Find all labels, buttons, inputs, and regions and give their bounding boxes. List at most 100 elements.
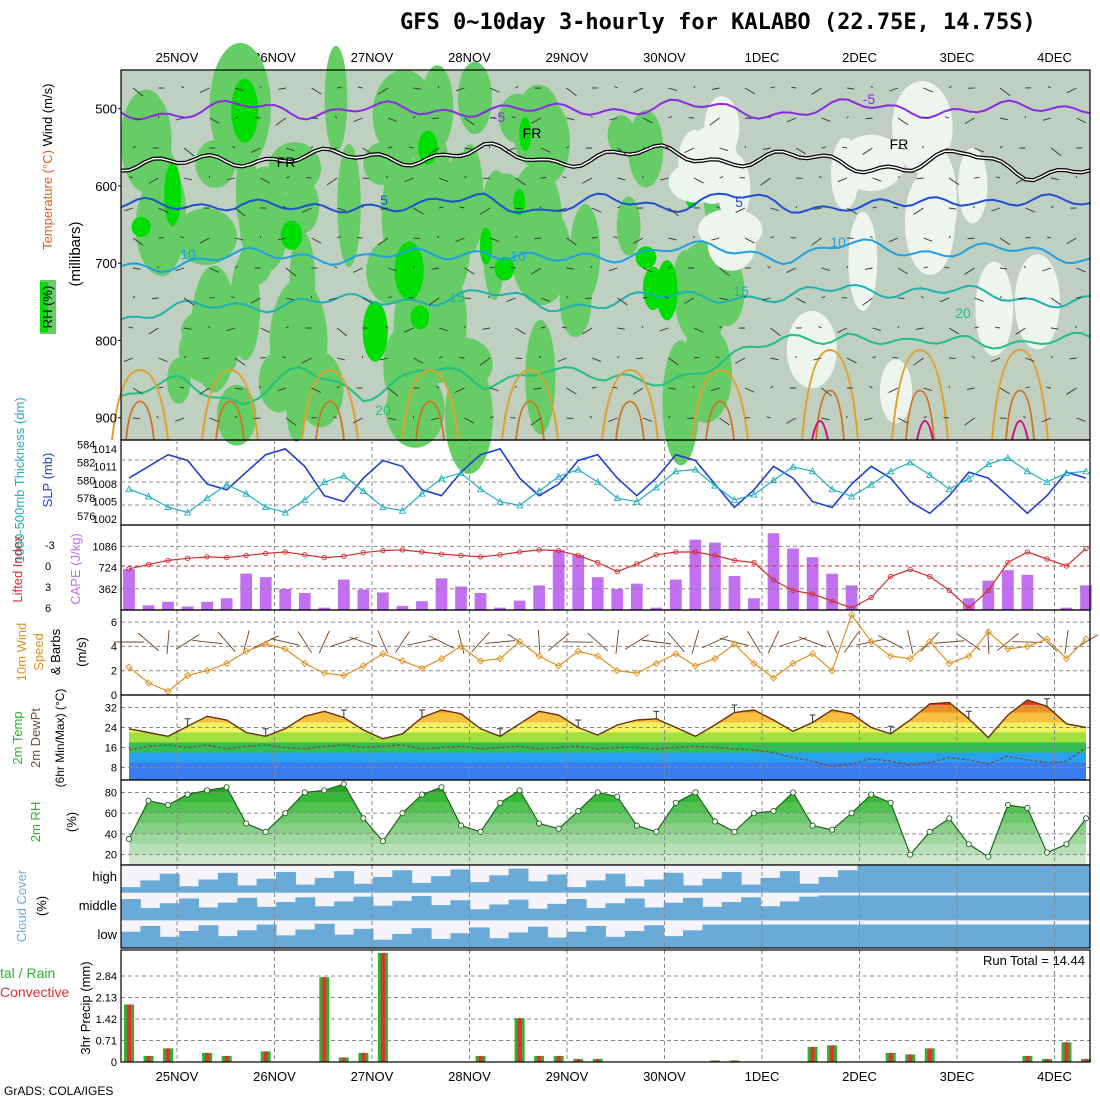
lifted-index-line	[129, 549, 1086, 609]
rh-point	[458, 823, 463, 828]
wind-barb-10m	[298, 631, 312, 652]
cloud-cell	[1032, 865, 1052, 893]
cloud-cell	[702, 925, 722, 948]
wind-tick-label: 6	[111, 617, 117, 629]
cloud-cell	[392, 934, 412, 948]
cloud-cell	[315, 906, 335, 920]
cloud-cell	[121, 932, 141, 948]
pressure-tick-label: 600	[95, 179, 117, 194]
isotherm-label: FR	[277, 154, 296, 170]
precip-tick-label: 2.13	[96, 993, 117, 1005]
cloud-cell	[702, 879, 722, 893]
precip-frame	[121, 950, 1090, 1062]
precip-conv-bar	[537, 1056, 541, 1062]
cloud-cell	[722, 924, 742, 948]
wind-barb-10m	[957, 634, 980, 650]
cloud-cell	[857, 865, 877, 893]
cape-bar	[553, 550, 565, 610]
cloud-cell	[295, 930, 315, 948]
cape-bar	[299, 593, 311, 610]
date-label-bottom: 26NOV	[253, 1069, 296, 1084]
cape-bar	[260, 577, 272, 610]
cloud-cell	[276, 935, 296, 948]
date-label-bottom: 27NOV	[351, 1069, 394, 1084]
rh-point	[830, 827, 835, 832]
rh-blob	[217, 385, 257, 446]
cloud-cell	[722, 902, 742, 920]
cloud-cell	[276, 902, 296, 920]
wind-barb-10m	[878, 635, 903, 648]
temp-bands	[121, 688, 1090, 781]
cloud-cell	[974, 865, 994, 893]
rh-blob-high	[480, 228, 492, 265]
run-total-annotation: Run Total = 14.44	[983, 953, 1085, 968]
rh-point	[439, 785, 444, 790]
rh-point	[126, 836, 131, 841]
rh-point	[1005, 802, 1010, 807]
wind-barb-10m	[934, 641, 964, 644]
precip-conv-bar	[381, 953, 385, 1062]
li-tick-label: 3	[45, 582, 51, 594]
precip-conv-bar	[889, 1053, 893, 1062]
isotherm-label: 10	[830, 234, 846, 250]
cloud-cell	[935, 895, 955, 920]
wind-barb-10m	[779, 638, 807, 647]
precip-conv-bar	[479, 1056, 483, 1062]
wind-barb	[363, 178, 370, 179]
wind-panel	[114, 610, 1098, 695]
wind-barb-10m	[167, 630, 169, 654]
rh-point	[497, 800, 502, 805]
cloud-unit-label: (%)	[34, 896, 49, 916]
cloud-cell	[295, 897, 315, 920]
rh-blob-dry	[831, 138, 859, 210]
cloud-cell	[199, 925, 219, 948]
rh-point	[615, 794, 620, 799]
slp-axis-label: SLP (mb)	[40, 453, 55, 508]
wind-barb	[516, 358, 523, 359]
rh-point	[244, 821, 249, 826]
cloud-cell	[586, 880, 606, 892]
cloud-cell	[606, 874, 626, 893]
cape-bar	[123, 569, 135, 610]
cloud-cell	[625, 886, 645, 892]
cloud-cell	[761, 906, 781, 920]
cloud-cell	[586, 908, 606, 920]
wind-barb	[203, 358, 210, 359]
cape-tick-label: 1086	[93, 541, 117, 553]
rh-point	[576, 808, 581, 813]
cape-bar	[826, 574, 838, 610]
temp-band	[121, 763, 1090, 781]
cloud-cell	[877, 865, 897, 893]
wind-barb-10m	[642, 640, 672, 644]
cloud-cell	[974, 924, 994, 948]
cloud-cell	[392, 901, 412, 920]
rh-blob-dry	[880, 359, 912, 423]
cloud-cell	[780, 924, 800, 948]
precip-conv-bar	[225, 1056, 229, 1062]
precip-conv-bar	[811, 1047, 815, 1062]
precip-conv-bar	[342, 1057, 346, 1062]
cloud-cell	[295, 885, 315, 893]
cloud-cell	[121, 887, 141, 893]
isotherm-label: 15	[449, 289, 465, 305]
cloud-cell	[1071, 865, 1091, 893]
precip-conv-bar	[361, 1053, 365, 1062]
wind-axis-label-b: Speed	[31, 633, 46, 671]
cloud-cell	[315, 924, 335, 948]
cloud-cell	[528, 927, 548, 948]
cloud-cell	[819, 895, 839, 920]
pressure-tick-label: 700	[95, 256, 117, 271]
li-tick-label: 0	[45, 561, 51, 573]
cloud-cell	[470, 882, 490, 893]
cape-tick-label: 362	[99, 584, 117, 596]
dewpt-axis-label: 2m DewPt	[28, 708, 43, 768]
cloud-cell	[1032, 924, 1052, 948]
cloud-cell	[838, 924, 858, 948]
rh-blob	[662, 340, 699, 465]
date-label-bottom: 28NOV	[448, 1069, 491, 1084]
precip-panel	[121, 950, 1091, 1062]
rh-point	[302, 790, 307, 795]
cloud-cell	[334, 901, 354, 920]
wind-barb-10m	[192, 640, 222, 643]
